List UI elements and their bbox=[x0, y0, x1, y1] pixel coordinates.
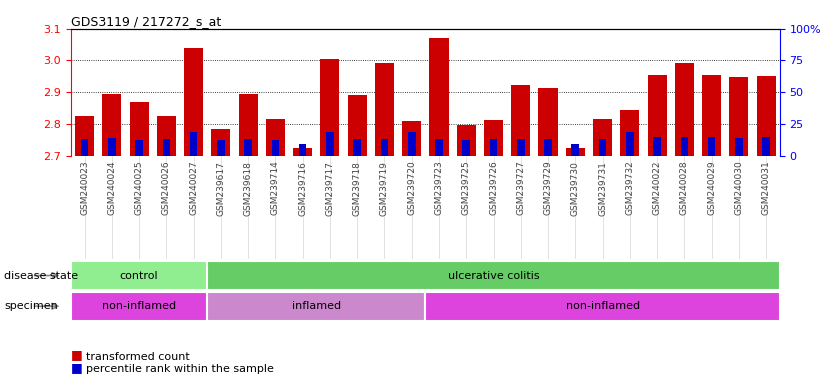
Bar bbox=[408, 132, 415, 156]
Bar bbox=[190, 132, 198, 156]
Bar bbox=[217, 140, 224, 156]
Text: GSM240022: GSM240022 bbox=[652, 161, 661, 215]
Bar bbox=[211, 129, 230, 156]
Bar bbox=[207, 261, 780, 290]
Text: GSM239732: GSM239732 bbox=[626, 161, 635, 215]
Text: GSM240028: GSM240028 bbox=[680, 161, 689, 215]
Text: specimen: specimen bbox=[4, 301, 58, 311]
Bar bbox=[425, 292, 780, 321]
Bar bbox=[75, 116, 94, 156]
Bar bbox=[762, 137, 770, 156]
Bar bbox=[244, 139, 252, 156]
Text: GSM240023: GSM240023 bbox=[80, 161, 89, 215]
Bar bbox=[326, 132, 334, 156]
Text: GSM239730: GSM239730 bbox=[570, 161, 580, 215]
Bar bbox=[653, 137, 661, 156]
Text: ■: ■ bbox=[71, 361, 83, 374]
Bar bbox=[681, 137, 688, 156]
Text: GSM240031: GSM240031 bbox=[761, 161, 771, 215]
Bar bbox=[490, 139, 497, 156]
Bar bbox=[266, 119, 285, 156]
Bar bbox=[81, 139, 88, 156]
Text: GSM240026: GSM240026 bbox=[162, 161, 171, 215]
Text: GSM239726: GSM239726 bbox=[489, 161, 498, 215]
Bar bbox=[293, 147, 312, 156]
Bar bbox=[402, 121, 421, 156]
Bar bbox=[565, 147, 585, 156]
Text: GSM240029: GSM240029 bbox=[707, 161, 716, 215]
Bar bbox=[730, 77, 748, 156]
Bar bbox=[593, 119, 612, 156]
Text: ■: ■ bbox=[71, 349, 83, 362]
Bar bbox=[71, 292, 207, 321]
Bar bbox=[103, 94, 121, 156]
Bar bbox=[375, 63, 394, 156]
Text: GSM239731: GSM239731 bbox=[598, 161, 607, 215]
Bar bbox=[484, 120, 503, 156]
Bar bbox=[620, 109, 640, 156]
Text: GSM240025: GSM240025 bbox=[134, 161, 143, 215]
Text: inflamed: inflamed bbox=[292, 301, 341, 311]
Bar bbox=[708, 137, 716, 156]
Bar bbox=[626, 132, 634, 156]
Text: transformed count: transformed count bbox=[86, 351, 189, 362]
Bar bbox=[571, 144, 579, 156]
Bar bbox=[702, 75, 721, 156]
Bar bbox=[430, 38, 449, 156]
Bar bbox=[157, 116, 176, 156]
Text: GSM239617: GSM239617 bbox=[216, 161, 225, 215]
Bar bbox=[129, 102, 148, 156]
Text: GSM239723: GSM239723 bbox=[435, 161, 444, 215]
Text: non-inflamed: non-inflamed bbox=[102, 301, 176, 311]
Text: GSM239716: GSM239716 bbox=[298, 161, 307, 215]
Bar bbox=[735, 138, 743, 156]
Bar bbox=[380, 139, 389, 156]
Text: GSM239618: GSM239618 bbox=[244, 161, 253, 215]
Bar bbox=[462, 140, 470, 156]
Bar bbox=[320, 59, 339, 156]
Text: GSM239718: GSM239718 bbox=[353, 161, 362, 215]
Text: GSM240027: GSM240027 bbox=[189, 161, 198, 215]
Bar bbox=[272, 140, 279, 156]
Text: GSM239727: GSM239727 bbox=[516, 161, 525, 215]
Bar bbox=[71, 261, 207, 290]
Bar bbox=[545, 139, 552, 156]
Bar bbox=[354, 139, 361, 156]
Bar bbox=[239, 94, 258, 156]
Text: GSM239720: GSM239720 bbox=[407, 161, 416, 215]
Bar bbox=[108, 138, 116, 156]
Text: ulcerative colitis: ulcerative colitis bbox=[448, 270, 540, 281]
Bar bbox=[756, 76, 776, 156]
Text: GSM240024: GSM240024 bbox=[108, 161, 116, 215]
Text: disease state: disease state bbox=[4, 270, 78, 281]
Text: GSM239729: GSM239729 bbox=[544, 161, 553, 215]
Text: GSM239714: GSM239714 bbox=[271, 161, 280, 215]
Text: GDS3119 / 217272_s_at: GDS3119 / 217272_s_at bbox=[71, 15, 221, 28]
Bar bbox=[184, 48, 203, 156]
Bar bbox=[599, 139, 606, 156]
Bar bbox=[135, 140, 143, 156]
Bar bbox=[299, 144, 306, 156]
Bar bbox=[348, 95, 367, 156]
Text: GSM239719: GSM239719 bbox=[380, 161, 389, 215]
Text: percentile rank within the sample: percentile rank within the sample bbox=[86, 364, 274, 374]
Bar bbox=[647, 75, 666, 156]
Bar bbox=[207, 292, 425, 321]
Text: GSM240030: GSM240030 bbox=[735, 161, 743, 215]
Text: non-inflamed: non-inflamed bbox=[565, 301, 640, 311]
Bar bbox=[539, 88, 558, 156]
Text: GSM239717: GSM239717 bbox=[325, 161, 334, 215]
Bar bbox=[675, 63, 694, 156]
Bar bbox=[435, 139, 443, 156]
Text: GSM239725: GSM239725 bbox=[462, 161, 470, 215]
Text: control: control bbox=[120, 270, 158, 281]
Bar bbox=[163, 139, 170, 156]
Bar bbox=[517, 139, 525, 156]
Bar bbox=[511, 85, 530, 156]
Bar bbox=[457, 125, 475, 156]
